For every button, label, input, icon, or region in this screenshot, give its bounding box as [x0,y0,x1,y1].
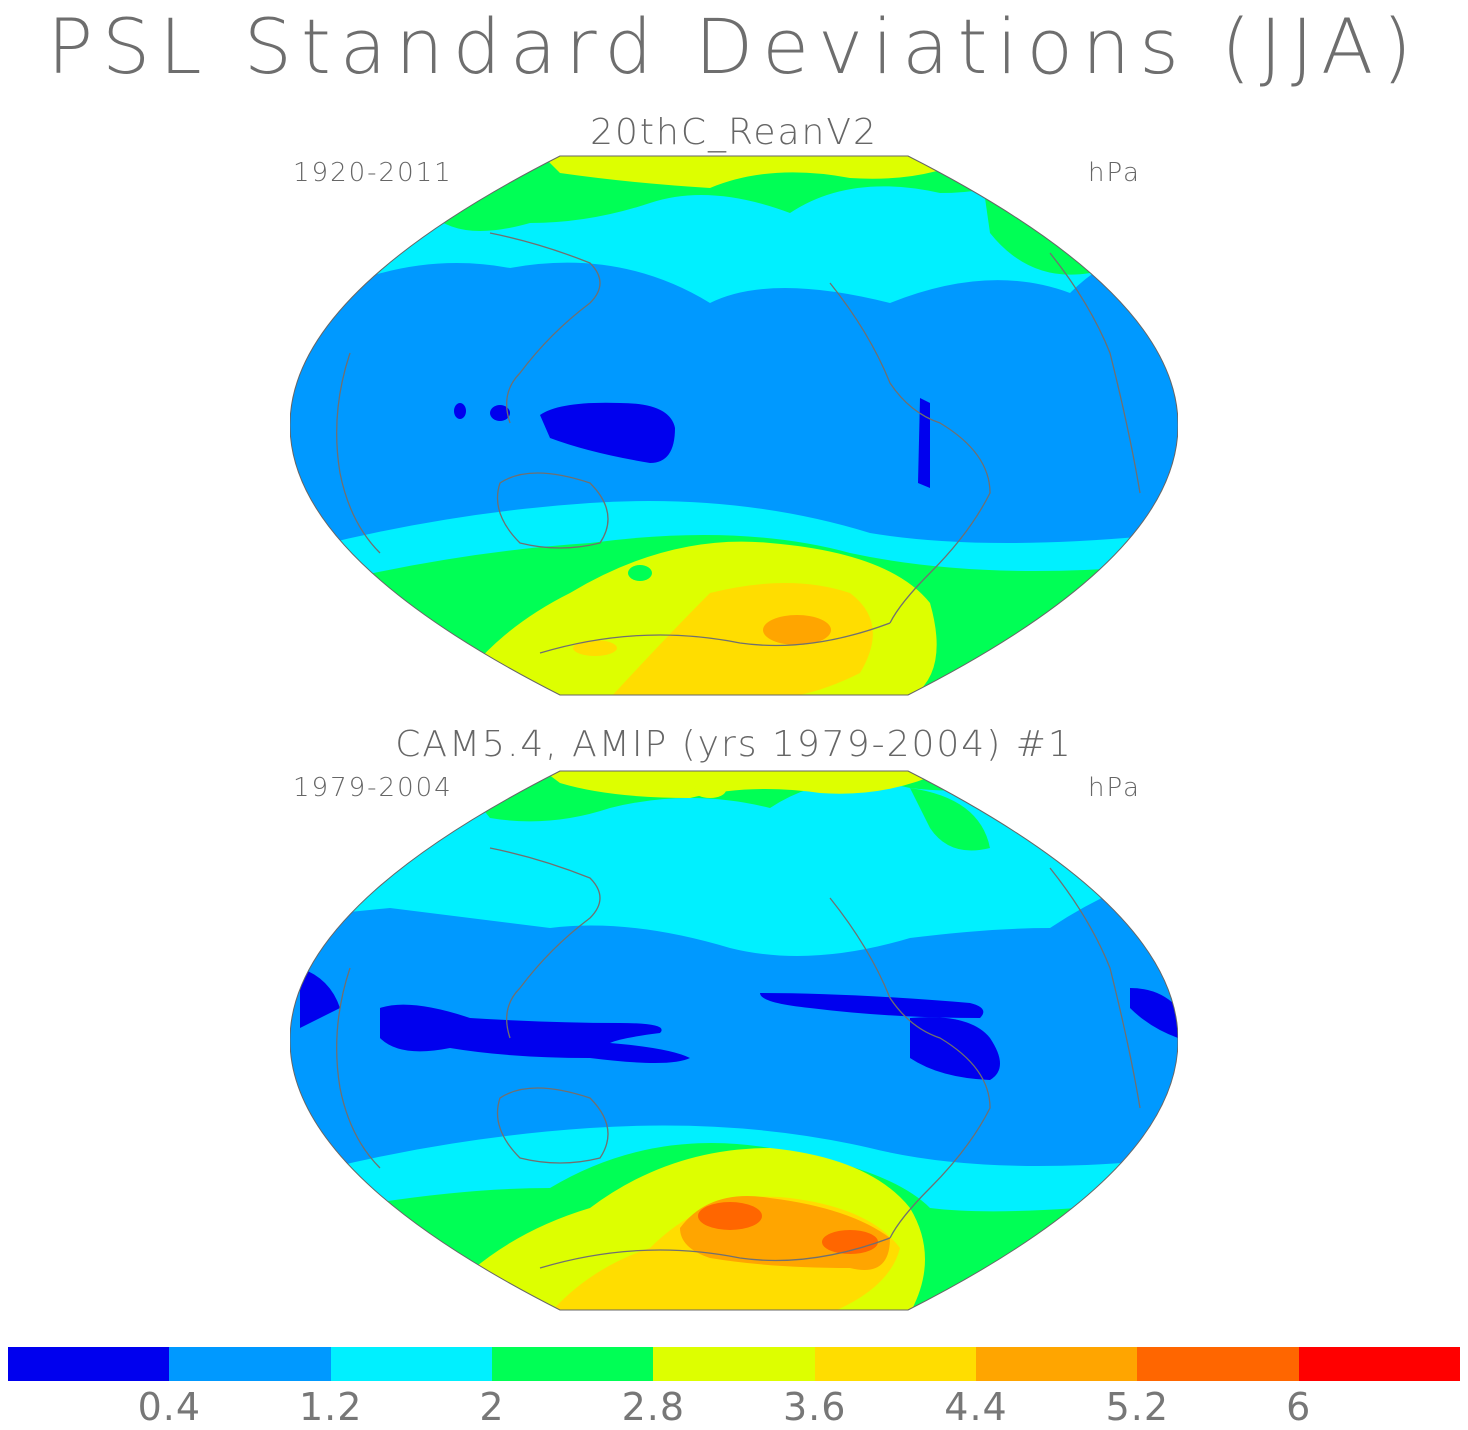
colorbar-tick-label: 2 [479,1385,505,1429]
colorbar-tick-label: 6 [1286,1385,1312,1429]
colorbar-swatch [975,1347,1138,1381]
colorbar-swatch [8,1347,170,1381]
colorbar-tick-label: 3.6 [782,1385,847,1429]
colorbar-swatch [330,1347,492,1381]
colorbar [8,1347,1460,1381]
panel-1-period: 1920-2011 [293,158,453,188]
colorbar-tick-label: 1.2 [298,1385,363,1429]
colorbar-tick-label: 2.8 [621,1385,686,1429]
panel-2-units: hPa [1088,773,1141,803]
colorbar-swatch [814,1347,976,1381]
panel-2-period: 1979-2004 [293,773,453,803]
panel-2-map [290,768,1178,1313]
colorbar-swatch [1137,1347,1299,1381]
panel-1-units: hPa [1088,158,1141,188]
panel-1-map [290,153,1178,698]
colorbar-swatch [491,1347,654,1381]
colorbar-swatch [169,1347,331,1381]
panel-1-title: 20thC_ReanV2 [590,112,878,153]
figure-title: PSL Standard Deviations (JJA) [47,2,1421,91]
colorbar-swatch [1298,1347,1460,1381]
panel-2-title: CAM5.4, AMIP (yrs 1979-2004) #1 [395,724,1073,765]
colorbar-swatch [653,1347,815,1381]
colorbar-tick-label: 4.4 [944,1385,1008,1429]
colorbar-tick-label: 5.2 [1105,1385,1170,1429]
colorbar-tick-label: 0.4 [137,1385,202,1429]
